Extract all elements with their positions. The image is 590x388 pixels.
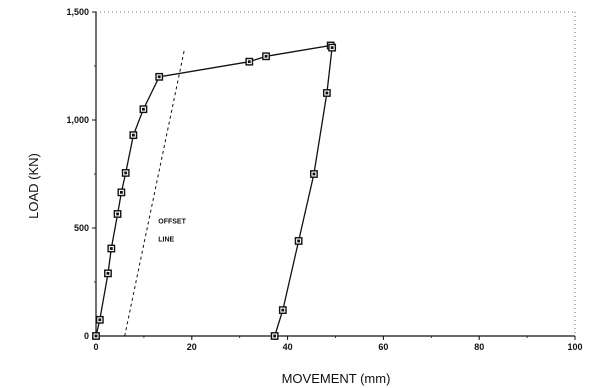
annotation-text: OFFSET [158, 219, 186, 226]
y-tick-label: 0 [84, 331, 89, 341]
x-axis: 0 20 40 60 80 100 [93, 336, 583, 352]
offset-line [124, 48, 186, 337]
data-point-center [273, 334, 277, 338]
x-tick-label: 0 [93, 342, 98, 352]
load-movement-curve [95, 44, 333, 337]
annotation-text: LINE [158, 237, 174, 244]
data-point-center [297, 239, 301, 243]
data-point-center [325, 91, 329, 95]
x-axis-label: MOVEMENT (mm) [282, 371, 391, 386]
y-axis-label: LOAD (KN) [26, 153, 41, 219]
series-layer [92, 41, 337, 340]
data-point-center [124, 171, 128, 175]
data-point-center [116, 212, 119, 216]
y-tick-label: 500 [74, 223, 89, 233]
annotation-layer: OFFSET LINE [158, 219, 186, 244]
data-point-center [98, 318, 102, 322]
plot-frame [95, 11, 576, 337]
data-point-center [281, 308, 285, 312]
data-point-center [264, 54, 268, 58]
data-point-center [142, 107, 145, 111]
y-tick-label: 1,500 [66, 7, 89, 17]
x-tick-label: 100 [567, 342, 582, 352]
data-point-center [94, 334, 98, 338]
data-point-center [247, 60, 251, 64]
data-point-center [312, 172, 316, 176]
y-axis: 0 500 1,000 1,500 [66, 7, 96, 341]
data-point-center [119, 190, 123, 194]
data-point-center [109, 247, 113, 250]
x-tick-label: 40 [283, 342, 293, 352]
data-point-center [106, 271, 110, 275]
x-tick-label: 60 [378, 342, 388, 352]
data-point-center [131, 133, 135, 137]
data-point-center [330, 46, 334, 50]
data-point-center [157, 75, 161, 79]
y-tick-label: 1,000 [66, 115, 89, 125]
x-tick-label: 20 [187, 342, 197, 352]
x-tick-label: 80 [474, 342, 484, 352]
